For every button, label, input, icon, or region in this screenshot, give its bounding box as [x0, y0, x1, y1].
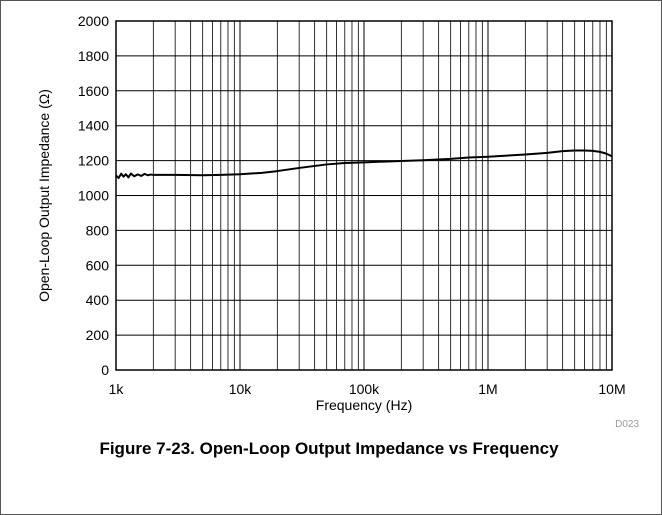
x-tick-label: 100k	[349, 381, 380, 397]
y-tick-label: 1800	[78, 48, 109, 64]
x-tick-label: 10k	[229, 381, 253, 397]
y-tick-label: 1400	[78, 118, 109, 134]
x-tick-label: 10M	[598, 381, 625, 397]
figure-caption: Figure 7-23. Open-Loop Output Impedance …	[99, 439, 559, 458]
figure-id-label: D023	[615, 419, 639, 430]
y-tick-label: 1600	[78, 83, 109, 99]
y-axis-title: Open-Loop Output Impedance (Ω)	[36, 89, 52, 302]
y-tick-label: 0	[101, 362, 109, 378]
series-layer	[115, 149, 613, 180]
x-tick-label: 1k	[109, 381, 125, 397]
y-tick-label: 1200	[78, 153, 109, 169]
x-tick-label: 1M	[478, 381, 497, 397]
y-tick-label: 1000	[78, 188, 109, 204]
y-tick-labels: 0 200 400 600 800 1000 1200 1400 1600 1800 2000	[78, 13, 109, 378]
y-tick-label: 200	[86, 327, 110, 343]
x-tick-labels: 1k 10k 100k 1M 10M	[109, 381, 626, 397]
y-tick-label: 400	[86, 292, 110, 308]
plot-border	[115, 20, 613, 371]
x-axis-title: Frequency (Hz)	[316, 397, 412, 413]
impedance-curve	[115, 149, 613, 180]
y-tick-label: 600	[86, 257, 110, 273]
y-tick-label: 2000	[78, 13, 109, 29]
grid-lines	[115, 20, 612, 371]
y-tick-label: 800	[86, 222, 110, 238]
